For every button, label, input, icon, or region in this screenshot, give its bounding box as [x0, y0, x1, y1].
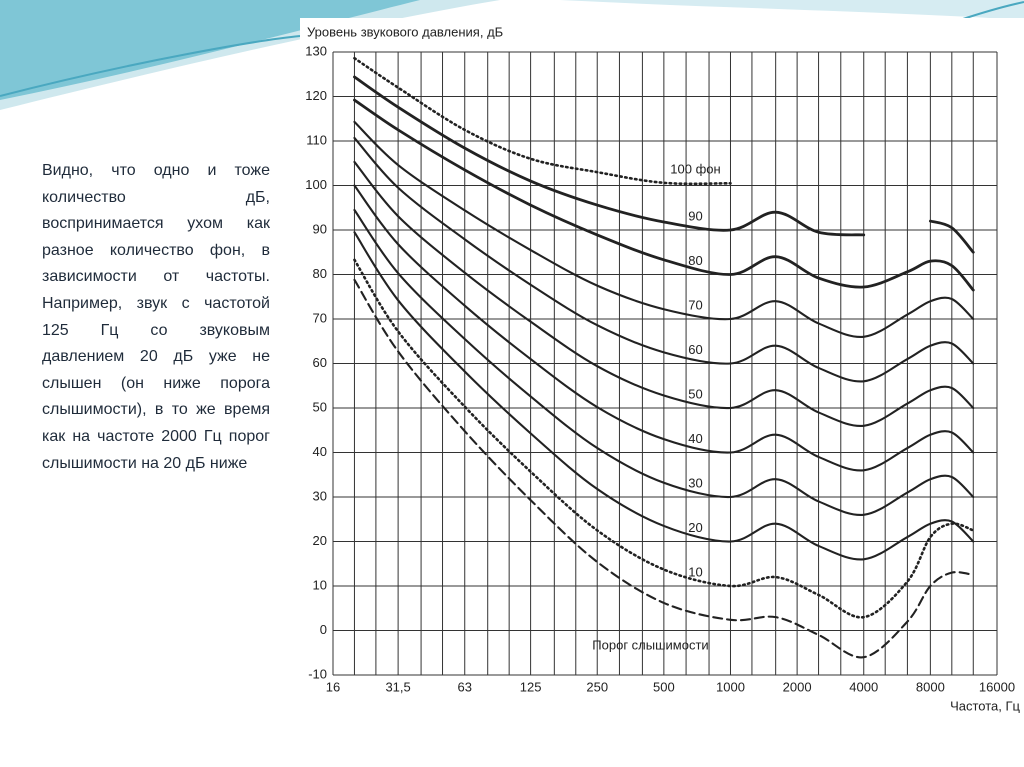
curve-label: 100 фон [670, 162, 720, 177]
x-tick-label: 8000 [916, 679, 945, 694]
y-axis-title: Уровень звукового давления, дБ [307, 24, 503, 39]
curve-label: 70 [688, 297, 702, 312]
y-tick-label: 70 [313, 310, 327, 325]
y-tick-label: 120 [305, 88, 327, 103]
x-tick-label: 250 [586, 679, 608, 694]
curve-label: 80 [688, 253, 702, 268]
curve [928, 219, 975, 254]
curve [353, 136, 975, 383]
curve-label: 40 [688, 431, 702, 446]
decoration [0, 35, 301, 97]
curve-label: 20 [688, 520, 702, 535]
curve [353, 258, 975, 619]
curve [353, 75, 866, 237]
x-tick-label: 63 [458, 679, 472, 694]
x-tick-label: 31,5 [385, 679, 410, 694]
curve [353, 231, 975, 561]
curve [353, 184, 975, 472]
x-tick-label: 16 [326, 679, 340, 694]
y-tick-label: 60 [313, 355, 327, 370]
body-text: Видно, что одно и тоже количество дБ, во… [42, 162, 270, 472]
y-tick-label: -10 [308, 666, 327, 681]
curve [353, 160, 975, 427]
x-tick-label: 500 [653, 679, 675, 694]
y-tick-label: 20 [313, 533, 327, 548]
curve-label: 10 [688, 564, 702, 579]
curve [353, 120, 975, 338]
curve-label: 50 [688, 386, 702, 401]
curve [353, 278, 975, 659]
curve [353, 98, 975, 292]
x-tick-label: 1000 [716, 679, 745, 694]
curve-label: Порог слышимости [592, 637, 708, 652]
curve-label: 60 [688, 342, 702, 357]
y-tick-label: 100 [305, 177, 327, 192]
y-tick-label: 50 [313, 399, 327, 414]
y-tick-label: 10 [313, 577, 327, 592]
y-tick-label: 110 [306, 132, 327, 147]
y-tick-label: 90 [313, 221, 327, 236]
y-tick-label: 130 [305, 43, 327, 58]
decoration [959, 1, 1024, 21]
x-tick-label: 4000 [849, 679, 878, 694]
chart-background [300, 18, 1024, 718]
y-tick-label: 30 [313, 488, 327, 503]
x-axis-title: Частота, Гц [950, 698, 1020, 713]
curve-label: 30 [688, 475, 702, 490]
y-tick-label: 80 [313, 266, 327, 281]
curve [353, 56, 732, 186]
y-tick-label: 40 [313, 444, 327, 459]
y-tick-label: 0 [320, 622, 327, 637]
curve-label: 90 [688, 208, 702, 223]
curve [353, 208, 975, 516]
x-tick-label: 16000 [979, 679, 1015, 694]
x-tick-label: 2000 [783, 679, 812, 694]
decoration [560, 0, 1024, 20]
x-tick-label: 125 [520, 679, 542, 694]
